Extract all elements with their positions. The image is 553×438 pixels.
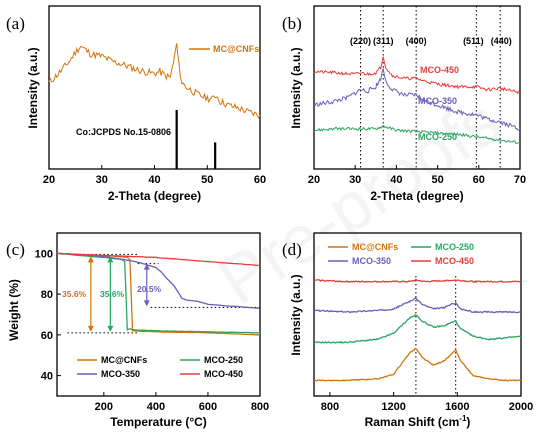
legend-label: MCO-450 bbox=[435, 256, 474, 266]
y-tick-label: 40 bbox=[41, 371, 53, 383]
arrow-head bbox=[143, 300, 150, 307]
mass-loss-label: 20.5% bbox=[137, 284, 162, 294]
legend-label: MC@CNFs bbox=[101, 355, 147, 365]
y-tick-label: 80 bbox=[41, 289, 53, 301]
x-tick-label: 30 bbox=[96, 174, 108, 186]
y-axis-title: Intensity (a.u.) bbox=[289, 47, 303, 128]
plot-frame bbox=[48, 5, 261, 170]
series-label: MCO-450 bbox=[420, 65, 459, 75]
panel-d: MC@CNFs MCO-250 MCO-350 MCO-450 800 1200 1600 2… bbox=[282, 232, 533, 429]
legend-label: MCO-350 bbox=[352, 256, 391, 266]
series-line-mc-cnfs bbox=[313, 348, 522, 382]
reference-label: Co:JCPDS No.15-0806 bbox=[76, 127, 171, 137]
x-tick-label: 20 bbox=[308, 174, 320, 186]
x-axis-title-main: Raman Shift (cm bbox=[365, 415, 460, 429]
x-tick-label: 400 bbox=[147, 401, 165, 413]
arrow-head bbox=[107, 325, 114, 332]
x-axis-title: Temperature (°C) bbox=[110, 415, 207, 429]
series-line-mco-350 bbox=[313, 297, 522, 314]
peak-label: (511) bbox=[463, 36, 484, 46]
panel-c: 40 60 80 100 200 400 600 800 35.6% 35.6% 20.5% MC@C… bbox=[6, 232, 269, 429]
panel-b: (220) (311) (400) (511) (440) MCO-450 MCO-350 M… bbox=[282, 5, 526, 203]
x-tick-label: 1600 bbox=[445, 401, 469, 413]
x-tick-label: 20 bbox=[43, 174, 55, 186]
x-tick-label: 800 bbox=[251, 401, 269, 413]
series-line-mco-250 bbox=[56, 252, 260, 334]
y-tick-label: 60 bbox=[41, 330, 53, 342]
y-axis-title: Intensity (a.u.) bbox=[26, 47, 40, 128]
series-label: MCO-250 bbox=[418, 132, 457, 142]
series-line-mco-450 bbox=[56, 252, 261, 267]
plot-frame bbox=[56, 232, 261, 397]
legend-label: MC@CNFs bbox=[213, 44, 259, 54]
legend-label: MC@CNFs bbox=[352, 242, 398, 252]
mass-loss-label: 35.6% bbox=[100, 289, 125, 299]
legend-label: MCO-250 bbox=[204, 355, 243, 365]
x-axis-title: 2-Theta (degree) bbox=[370, 189, 463, 203]
x-axis-title-sup: -1 bbox=[459, 414, 467, 423]
legend-label: MCO-350 bbox=[101, 369, 140, 379]
legend-label: MCO-450 bbox=[204, 369, 243, 379]
peak-label: (220) bbox=[350, 36, 371, 46]
mass-loss-label: 35.6% bbox=[62, 289, 87, 299]
x-tick-label: 1200 bbox=[381, 401, 405, 413]
x-axis-title-tail: ) bbox=[466, 415, 470, 429]
x-tick-label: 40 bbox=[390, 174, 402, 186]
arrow-head bbox=[87, 256, 94, 263]
x-tick-label: 50 bbox=[431, 174, 443, 186]
peak-label: (311) bbox=[373, 36, 394, 46]
x-axis-title: 2-Theta (degree) bbox=[108, 189, 201, 203]
series-line-mco-450 bbox=[313, 56, 521, 95]
y-tick-label: 100 bbox=[35, 248, 53, 260]
x-tick-label: 60 bbox=[473, 174, 485, 186]
series-line-mco-350 bbox=[56, 252, 261, 310]
x-tick-label: 2000 bbox=[509, 401, 533, 413]
series-line-mco-250 bbox=[313, 314, 522, 344]
panel-label: (d) bbox=[282, 240, 302, 259]
series-line-mc@cnfs bbox=[56, 252, 261, 336]
panel-label: (a) bbox=[6, 14, 25, 33]
series-line-mco-350 bbox=[313, 66, 521, 131]
arrow-head bbox=[87, 325, 94, 332]
x-tick-label: 40 bbox=[148, 174, 160, 186]
panel-a: Co:JCPDS No.15-0806 MC@CNFs 20 30 40 50 60 2-Th… bbox=[6, 5, 266, 203]
peak-label: (440) bbox=[491, 36, 512, 46]
x-tick-label: 50 bbox=[201, 174, 213, 186]
x-tick-label: 600 bbox=[199, 401, 217, 413]
y-axis-title: Weight (%) bbox=[7, 279, 21, 341]
legend-label: MCO-250 bbox=[435, 242, 474, 252]
x-tick-label: 60 bbox=[254, 174, 266, 186]
plot-frame bbox=[313, 232, 522, 397]
arrow-head bbox=[107, 256, 114, 263]
x-tick-label: 70 bbox=[514, 174, 526, 186]
series-label: MCO-350 bbox=[418, 96, 457, 106]
panel-label: (c) bbox=[6, 240, 25, 259]
x-tick-label: 30 bbox=[349, 174, 361, 186]
plot-frame bbox=[313, 5, 521, 170]
series-line-mc-cnfs bbox=[48, 43, 261, 120]
panel-label: (b) bbox=[282, 14, 302, 33]
series-line-mco-250 bbox=[313, 125, 521, 144]
x-axis-title: Raman Shift (cm-1) bbox=[365, 414, 471, 429]
peak-label: (400) bbox=[406, 36, 427, 46]
x-tick-label: 200 bbox=[95, 401, 113, 413]
y-axis-title: Intensity (a.u.) bbox=[289, 274, 303, 355]
series-line-mco-450 bbox=[313, 278, 522, 284]
arrow-head bbox=[143, 263, 150, 270]
x-tick-label: 800 bbox=[321, 401, 339, 413]
